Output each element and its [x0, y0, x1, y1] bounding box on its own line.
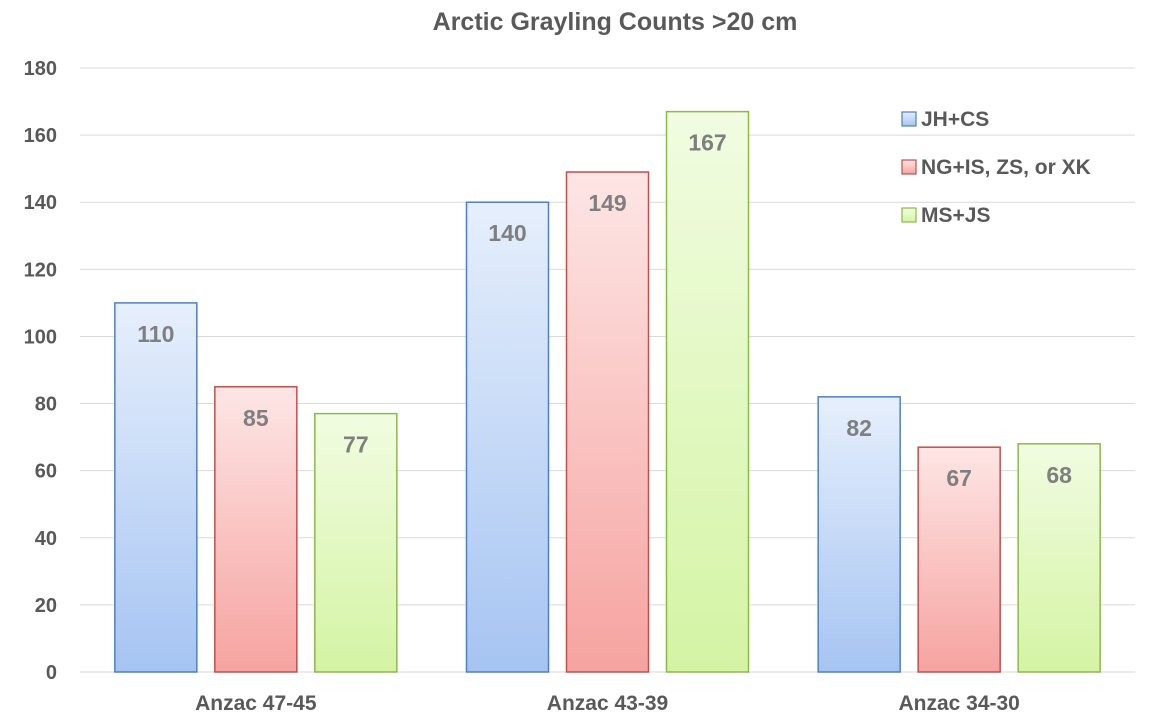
- y-tick-label: 80: [35, 394, 57, 416]
- x-category-label: Anzac 47-45: [195, 692, 317, 715]
- data-label: 167: [688, 130, 726, 156]
- y-tick-label: 180: [24, 58, 57, 80]
- legend-label: MS+JS: [921, 204, 990, 227]
- y-tick-label: 140: [24, 192, 57, 214]
- bar: [465, 201, 550, 673]
- y-tick-label: 160: [24, 125, 57, 147]
- legend-item: NG+IS, ZS, or XK: [901, 156, 1091, 179]
- legend-item: JH+CS: [901, 108, 989, 131]
- data-label: 82: [846, 415, 872, 441]
- bars: [114, 110, 1101, 673]
- bar: [817, 396, 901, 673]
- x-axis-categories: Anzac 47-45 Anzac 43-39 Anzac 34-30: [195, 692, 1020, 715]
- data-label: 67: [946, 465, 972, 491]
- data-label: 85: [243, 405, 269, 431]
- bar: [917, 446, 1001, 673]
- x-category-label: Anzac 34-30: [898, 692, 1019, 715]
- bar: [565, 171, 650, 673]
- legend-label: JH+CS: [921, 108, 989, 131]
- chart-title: Arctic Grayling Counts >20 cm: [433, 8, 798, 36]
- data-label: 140: [488, 220, 526, 246]
- bar: [314, 412, 398, 673]
- bar: [665, 110, 750, 673]
- legend-swatch: [901, 111, 917, 127]
- legend-swatch: [901, 159, 917, 175]
- y-tick-label: 100: [24, 326, 57, 348]
- data-label: 77: [343, 432, 369, 458]
- y-tick-label: 0: [46, 662, 57, 684]
- y-tick-label: 120: [24, 259, 57, 281]
- legend-label: NG+IS, ZS, or XK: [921, 156, 1091, 179]
- legend: JH+CS NG+IS, ZS, or XK MS+JS: [901, 108, 1091, 227]
- x-category-label: Anzac 43-39: [547, 692, 668, 715]
- y-tick-label: 40: [35, 528, 57, 550]
- legend-item: MS+JS: [901, 204, 990, 227]
- y-tick-label: 60: [35, 461, 57, 483]
- data-labels: 110 85 77 140 149 167 82 67 68: [137, 130, 1072, 492]
- data-label: 149: [588, 190, 626, 216]
- data-label: 110: [137, 321, 174, 347]
- bar: [114, 302, 198, 673]
- data-label: 68: [1046, 462, 1072, 488]
- bar: [1017, 443, 1101, 673]
- y-tick-label: 20: [35, 595, 57, 617]
- bar: [214, 386, 298, 673]
- legend-swatch: [901, 207, 917, 223]
- y-axis-ticks: 0 20 40 60 80 100 120 140 160 180: [24, 58, 57, 684]
